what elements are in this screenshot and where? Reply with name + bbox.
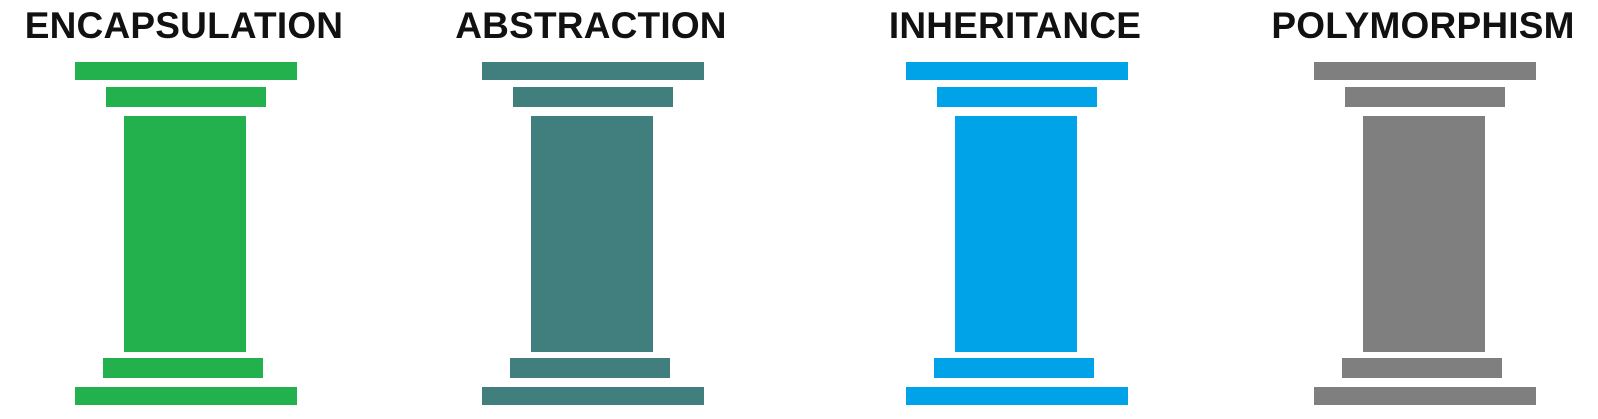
pillar-shaft xyxy=(955,116,1077,352)
pillar-top-collar xyxy=(937,87,1097,107)
pillar-encapsulation: ENCAPSULATION xyxy=(4,0,364,419)
pillar-top-cap xyxy=(482,62,704,80)
pillar-top-cap xyxy=(906,62,1128,80)
pillar-bottom-collar xyxy=(934,358,1094,378)
pillar-bottom-collar xyxy=(510,358,670,378)
pillar-base xyxy=(906,387,1128,405)
pillar-title: POLYMORPHISM xyxy=(1271,5,1575,46)
pillar-top-collar xyxy=(1345,87,1505,107)
pillar-base xyxy=(482,387,704,405)
pillar-bottom-collar xyxy=(1342,358,1502,378)
pillar-shaft xyxy=(1363,116,1485,352)
pillar-inheritance: INHERITANCE xyxy=(835,0,1195,419)
pillar-title: ABSTRACTION xyxy=(455,5,727,46)
pillar-top-cap xyxy=(75,62,297,80)
pillar-top-collar xyxy=(106,87,266,107)
pillar-abstraction: ABSTRACTION xyxy=(411,0,771,419)
pillar-base xyxy=(1314,387,1536,405)
pillar-shaft xyxy=(531,116,653,352)
pillar-top-collar xyxy=(513,87,673,107)
pillar-bottom-collar xyxy=(103,358,263,378)
pillar-base xyxy=(75,387,297,405)
pillar-title: ENCAPSULATION xyxy=(24,5,344,46)
pillar-polymorphism: POLYMORPHISM xyxy=(1243,0,1598,419)
pillar-top-cap xyxy=(1314,62,1536,80)
pillar-shaft xyxy=(124,116,246,352)
pillar-title: INHERITANCE xyxy=(888,5,1142,46)
